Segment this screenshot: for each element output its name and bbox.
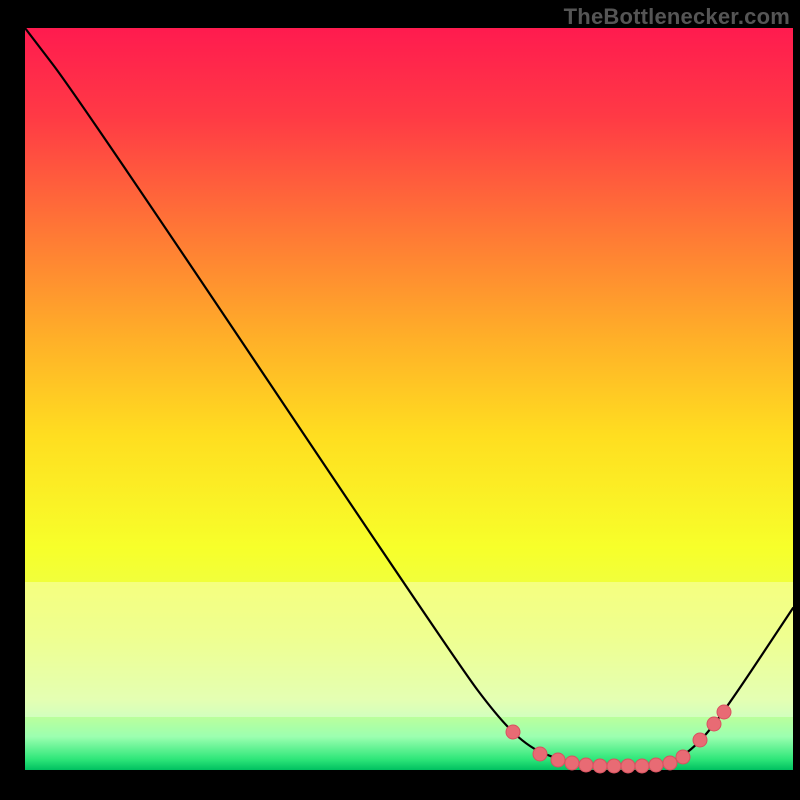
data-marker [621, 759, 635, 773]
data-marker [717, 705, 731, 719]
data-marker [593, 759, 607, 773]
data-marker [649, 758, 663, 772]
watermark-text: TheBottlenecker.com [564, 4, 790, 30]
data-marker [506, 725, 520, 739]
data-marker [676, 750, 690, 764]
data-marker [693, 733, 707, 747]
chart-canvas: TheBottlenecker.com [0, 0, 800, 800]
data-marker [607, 759, 621, 773]
data-marker [565, 756, 579, 770]
data-marker [551, 753, 565, 767]
data-marker [707, 717, 721, 731]
plot-svg [0, 0, 800, 800]
data-marker [663, 756, 677, 770]
highlight-band [25, 582, 793, 717]
data-marker [635, 759, 649, 773]
data-marker [533, 747, 547, 761]
data-marker [579, 758, 593, 772]
